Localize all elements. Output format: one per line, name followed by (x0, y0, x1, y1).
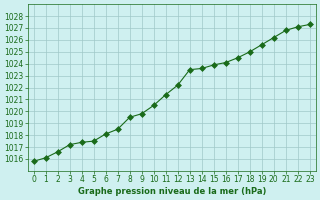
X-axis label: Graphe pression niveau de la mer (hPa): Graphe pression niveau de la mer (hPa) (77, 187, 266, 196)
